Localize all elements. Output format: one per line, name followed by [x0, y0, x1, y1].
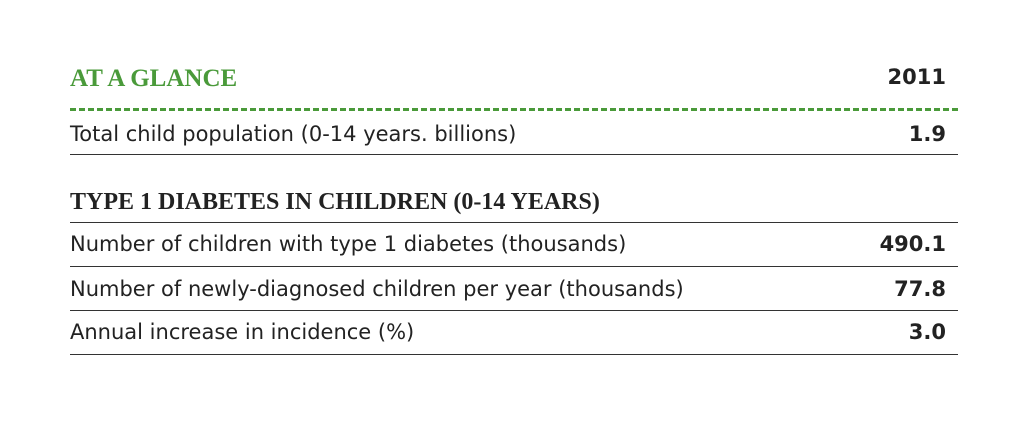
row-label: Annual increase in incidence (%): [70, 320, 415, 344]
row-label: Number of newly-diagnosed children per y…: [70, 277, 684, 301]
row-label: Total child population (0-14 years. bill…: [70, 122, 517, 146]
rule: [70, 154, 958, 155]
year: 2011: [887, 65, 946, 89]
rule: [70, 266, 958, 267]
row-value: 1.9: [908, 122, 946, 146]
row-label: Number of children with type 1 diabetes …: [70, 232, 627, 256]
rule: [70, 354, 958, 355]
row-value: 490.1: [879, 232, 946, 256]
rule: [70, 222, 958, 223]
row-value: 77.8: [894, 277, 946, 301]
section-title: TYPE 1 DIABETES IN CHILDREN (0-14 YEARS): [70, 189, 600, 215]
title: AT A GLANCE: [70, 65, 238, 92]
dashed-rule: [70, 108, 958, 111]
rule: [70, 310, 958, 311]
row-value: 3.0: [908, 320, 946, 344]
